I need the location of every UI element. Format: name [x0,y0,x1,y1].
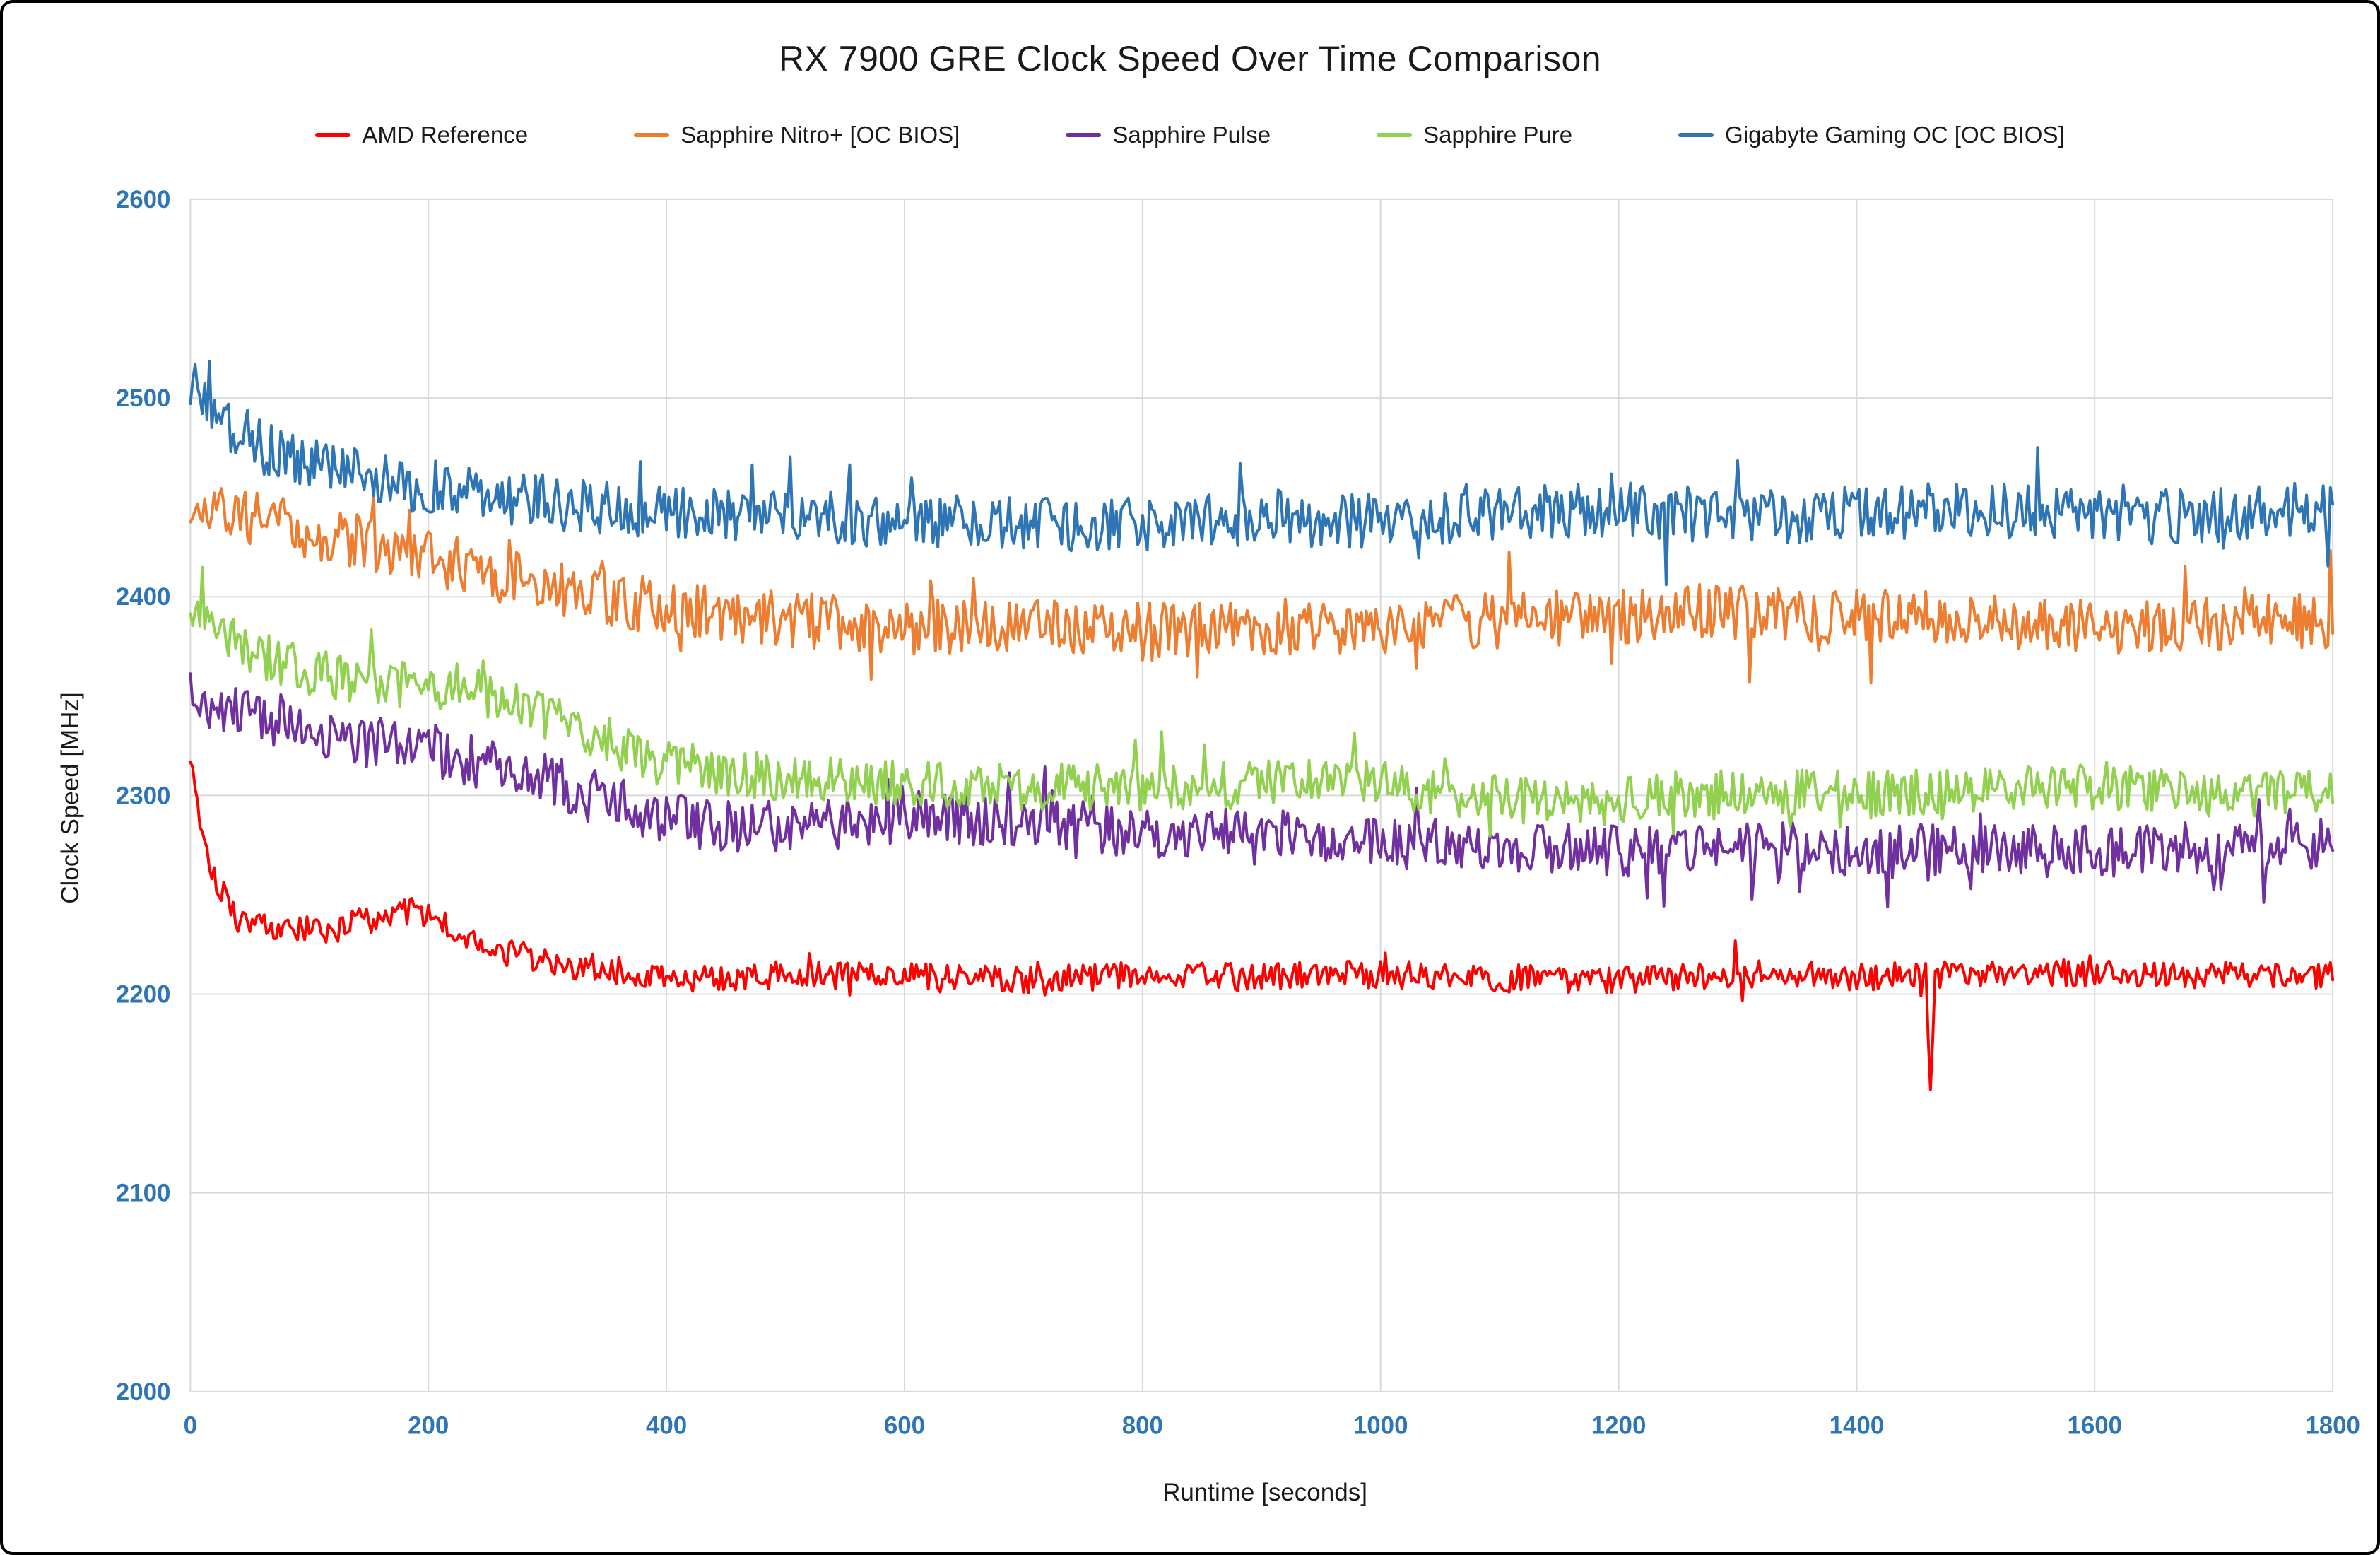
legend-item: Sapphire Pulse [1066,122,1271,148]
legend-label: AMD Reference [362,122,529,148]
series-line-gigabyte-gaming-oc-oc-bios [189,359,2335,587]
y-tick-label: 2200 [116,981,171,1009]
x-tick-label: 0 [184,1412,197,1440]
legend-item: Sapphire Nitro+ [OC BIOS] [634,122,960,148]
x-axis-title: Runtime [seconds] [1162,1479,1367,1506]
legend-item: Gigabyte Gaming OC [OC BIOS] [1678,122,2065,148]
plot-area: 2000 2100 2200 2300 2400 2500 2600 0 200 400 600 80… [116,186,2360,1440]
chart-title: RX 7900 GRE Clock Speed Over Time Compar… [778,39,1602,78]
x-tick-label: 800 [1122,1412,1163,1440]
series-line-sapphire-pulse [189,672,2335,909]
legend-item: Sapphire Pure [1377,122,1572,148]
legend-label: Sapphire Pulse [1112,122,1271,148]
legend-label: Sapphire Pure [1423,122,1573,148]
y-tick-label: 2100 [116,1180,171,1207]
legend-swatch [315,133,351,137]
legend-label: Sapphire Nitro+ [OC BIOS] [681,122,960,148]
legend-swatch [1377,133,1413,137]
legend-swatch [1678,133,1714,137]
legend-swatch [1066,133,1102,137]
x-tick-label: 1600 [2067,1412,2122,1440]
y-tick-label: 2600 [116,186,171,213]
y-tick-label: 2000 [116,1378,171,1406]
x-tick-label: 600 [884,1412,925,1440]
x-tick-label: 200 [408,1412,449,1440]
legend-swatch [634,133,670,137]
x-tick-label: 400 [646,1412,687,1440]
x-tick-label: 1800 [2305,1412,2360,1440]
series-line-amd-reference [189,760,2335,1091]
legend-label: Gigabyte Gaming OC [OC BIOS] [1725,122,2065,148]
x-tick-label: 1200 [1591,1412,1646,1440]
y-tick-label: 2400 [116,583,171,611]
legend-item: AMD Reference [315,122,528,148]
series-line-sapphire-pure [189,565,2335,838]
x-tick-label: 1000 [1353,1412,1408,1440]
series-line-sapphire-nitro-oc-bios [189,487,2335,685]
y-axis-title: Clock Speed [MHz] [57,692,84,904]
y-tick-label: 2300 [116,782,171,809]
legend: AMD Reference Sapphire Nitro+ [OC BIOS] Sa… [3,122,2377,148]
x-tick-label: 1400 [1830,1412,1885,1440]
y-tick-label: 2500 [116,385,171,412]
